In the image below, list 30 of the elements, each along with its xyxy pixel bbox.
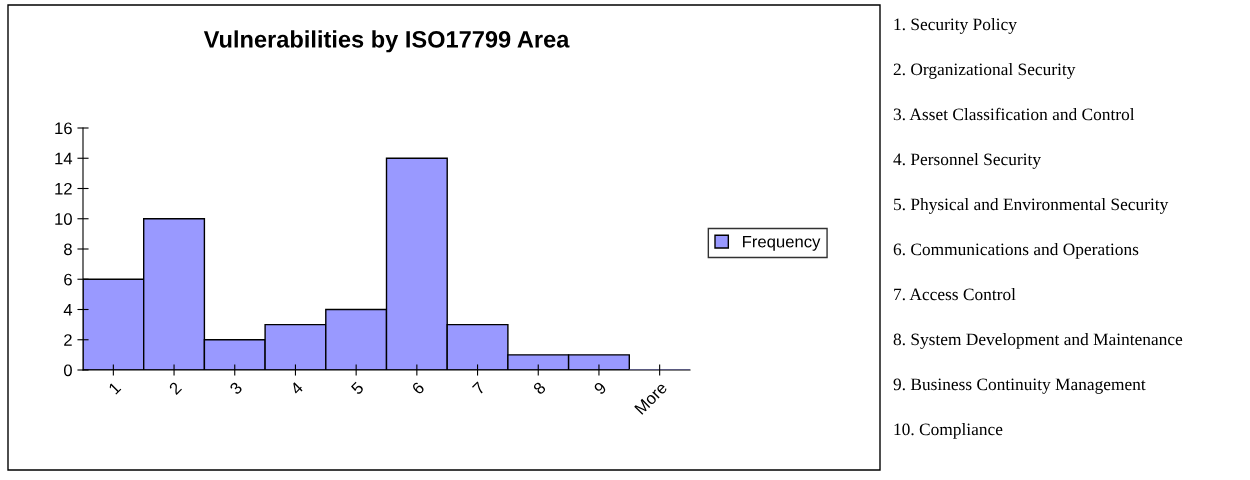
- x-tick-label: 6: [411, 381, 425, 396]
- x-tick-label: 1: [108, 381, 122, 395]
- text: 4. Personnel Security: [893, 153, 1041, 169]
- x-tick-label: 2: [168, 381, 182, 395]
- y-tick-label: 10: [55, 213, 72, 225]
- legend-label: Frequency: [743, 235, 821, 251]
- y-tick-label: 14: [55, 152, 73, 165]
- y-tick-label: 4: [63, 304, 73, 316]
- y-tick-label: 8: [64, 243, 72, 256]
- x-tick-label: 8: [532, 381, 547, 396]
- text: 1. Security Policy: [894, 18, 1017, 34]
- text: 3. Asset Classification and Control: [893, 107, 1135, 121]
- y-tick-label: 0: [63, 364, 72, 377]
- y-tick-label: 6: [64, 273, 72, 286]
- chart-title: Vulnerabilities by ISO17799 Area: [203, 30, 570, 53]
- text: 6. Communications and Operations: [893, 243, 1139, 259]
- text: 9. Business Continuity Management: [893, 378, 1146, 394]
- x-tick-label: 5: [350, 381, 365, 396]
- x-tick-label: 4: [289, 381, 304, 396]
- x-tick-label: 9: [593, 381, 608, 396]
- text: 8. System Development and Maintenance: [893, 333, 1183, 349]
- y-tick-label: 12: [55, 182, 72, 195]
- y-tick-label: 2: [64, 334, 72, 346]
- text: 7. Access Control: [894, 288, 1016, 301]
- x-tick-label: 3: [228, 381, 243, 396]
- y-tick-label: 16: [55, 122, 72, 135]
- text: 10. Compliance: [894, 423, 1003, 439]
- text: 5. Physical and Environmental Security: [894, 198, 1169, 214]
- x-tick-label: 7: [472, 381, 486, 395]
- text: 2. Organizational Security: [893, 63, 1076, 79]
